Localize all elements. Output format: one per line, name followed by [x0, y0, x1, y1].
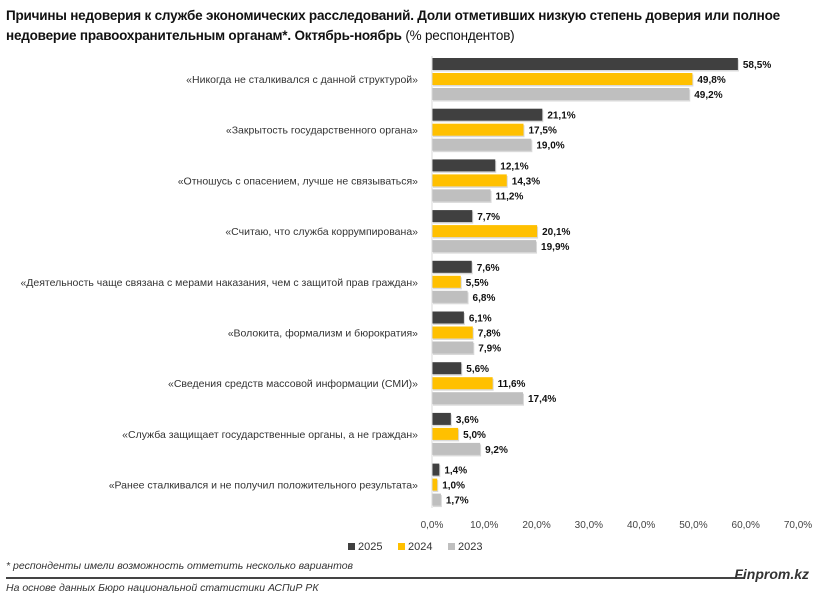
data-label: 6,1%	[469, 314, 492, 325]
bar-2024	[432, 275, 461, 288]
x-tick-label: 20,0%	[522, 520, 550, 531]
category-label: «Закрытость государственного органа»	[226, 125, 418, 137]
bar-2023	[432, 493, 441, 506]
x-tick-label: 60,0%	[732, 520, 760, 531]
data-label: 6,8%	[473, 293, 496, 304]
data-label: 5,6%	[466, 364, 489, 375]
title-bold: Причины недоверия к службе экономических…	[6, 8, 780, 43]
data-label: 7,6%	[477, 263, 500, 274]
bar-2023	[432, 189, 491, 202]
category-label: «Волокита, формализм и бюрократия»	[228, 328, 418, 340]
legend-swatch-2025	[348, 543, 355, 550]
legend-swatch-2024	[398, 543, 405, 550]
data-label: 7,9%	[478, 344, 501, 355]
bar-2024	[432, 377, 493, 390]
data-label: 7,7%	[477, 212, 500, 223]
data-label: 20,1%	[542, 227, 570, 238]
category-label: «Деятельность чаще связана с мерами нака…	[20, 277, 418, 289]
bar-2023	[432, 88, 690, 100]
bar-2024	[432, 123, 524, 136]
data-label: 5,0%	[463, 430, 486, 441]
legend-label: 2024	[408, 541, 432, 553]
x-tick-label: 0,0%	[421, 520, 444, 531]
bar-2025	[432, 108, 543, 121]
bar-2025	[432, 311, 464, 324]
bar-2024	[432, 427, 459, 440]
bar-2024	[432, 478, 438, 491]
bar-2023	[432, 240, 537, 253]
bar-2023	[432, 442, 481, 455]
bar-2024	[432, 326, 473, 339]
x-tick-label: 30,0%	[575, 520, 603, 531]
data-label: 12,1%	[500, 161, 528, 172]
data-label: 11,6%	[498, 379, 526, 390]
bar-2023	[432, 341, 474, 354]
divider	[6, 577, 744, 579]
data-label: 14,3%	[512, 176, 540, 187]
source-note: На основе данных Бюро национальной стати…	[6, 582, 319, 594]
data-label: 5,5%	[466, 278, 489, 289]
bar-2024	[432, 225, 538, 238]
x-tick-label: 10,0%	[470, 520, 498, 531]
data-label: 9,2%	[485, 445, 508, 456]
category-label: «Сведения средств массовой информации (С…	[168, 378, 418, 390]
bar-2023	[432, 138, 532, 151]
category-label: «Отношусь с опасением, лучше не связыват…	[178, 175, 418, 187]
bar-2025	[432, 159, 496, 172]
category-label: «Служба защищает государственные органы,…	[122, 429, 418, 441]
data-label: 17,4%	[528, 394, 556, 405]
data-label: 21,1%	[547, 111, 575, 122]
brand-logo: Finprom.kz	[734, 566, 809, 582]
data-label: 3,6%	[456, 415, 479, 426]
title-unit: (% респондентов)	[405, 28, 515, 43]
bar-2025	[432, 463, 440, 476]
data-label: 49,2%	[694, 90, 722, 101]
legend-label: 2025	[358, 541, 382, 553]
data-label: 1,4%	[444, 466, 467, 477]
data-label: 1,0%	[442, 481, 465, 492]
bar-2023	[432, 290, 468, 303]
data-label: 7,8%	[478, 329, 501, 340]
data-label: 19,0%	[536, 141, 564, 152]
data-label: 17,5%	[529, 126, 557, 137]
data-label: 58,5%	[743, 60, 771, 71]
legend-label: 2023	[458, 541, 482, 553]
bar-2025	[432, 58, 738, 70]
bar-2024	[432, 174, 507, 187]
data-label: 1,7%	[446, 496, 469, 507]
category-label: «Ранее сталкивался и не получил положите…	[109, 480, 418, 492]
bar-2025	[432, 362, 462, 375]
bar-2023	[432, 392, 523, 405]
bar-2025	[432, 210, 473, 223]
category-label: «Никогда не сталкивался с данной структу…	[186, 74, 418, 86]
x-tick-label: 40,0%	[627, 520, 655, 531]
bar-2024	[432, 73, 693, 85]
bar-2025	[432, 412, 451, 425]
data-label: 11,2%	[496, 191, 524, 202]
chart-title: Причины недоверия к службе экономических…	[6, 6, 806, 46]
data-label: 19,9%	[541, 242, 569, 253]
x-tick-label: 70,0%	[784, 520, 812, 531]
footnote: * респонденты имели возможность отметить…	[6, 560, 354, 572]
legend-swatch-2023	[448, 543, 455, 550]
category-label: «Считаю, что служба коррумпирована»	[225, 226, 418, 238]
bar-2025	[432, 260, 472, 273]
data-label: 49,8%	[697, 75, 725, 86]
x-tick-label: 50,0%	[679, 520, 707, 531]
